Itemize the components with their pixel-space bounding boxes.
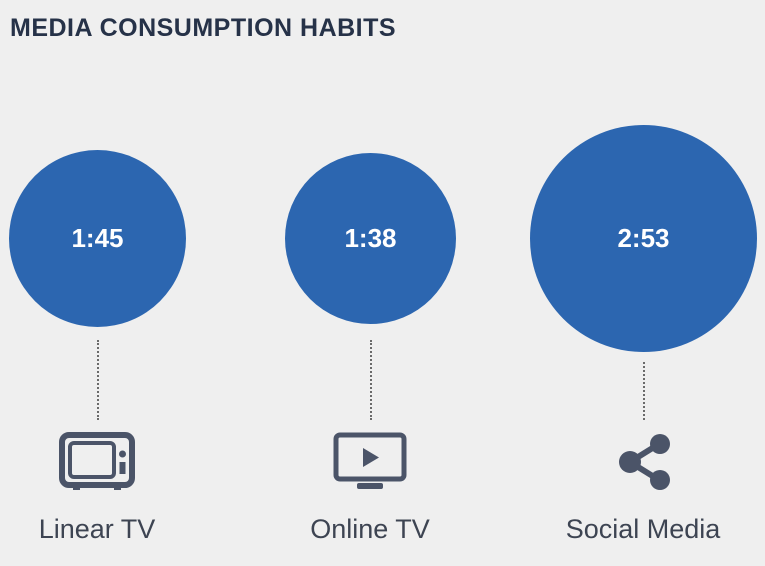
bubble-online-tv: 1:38 [285,153,456,324]
share-icon [619,434,670,490]
connector-line [370,340,372,420]
tv-icon [59,432,135,490]
category-label-social-media: Social Media [565,514,721,544]
value-label: 1:38 [344,223,397,253]
value-label: 2:53 [617,223,670,253]
chart-title: MEDIA CONSUMPTION HABITS [10,14,397,42]
bubble-social-media: 2:53 [530,125,757,352]
bubble-linear-tv: 1:45 [9,150,186,327]
category-label-online-tv: Online TV [310,514,430,544]
category-label-linear-tv: Linear TV [38,514,156,544]
connector-line [97,340,99,420]
play-screen-icon [333,432,407,489]
value-label: 1:45 [71,223,124,253]
connector-line [643,362,645,420]
